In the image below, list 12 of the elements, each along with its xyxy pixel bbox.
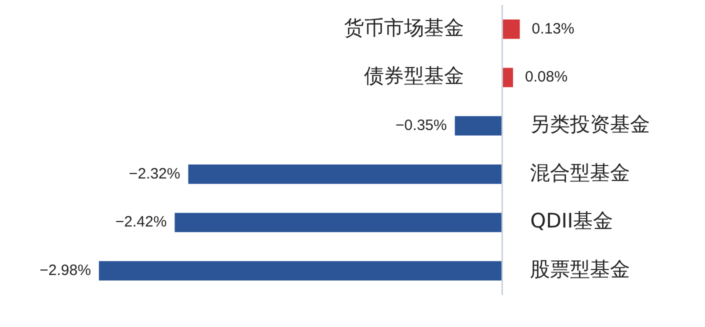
data-label: 0.08% bbox=[525, 68, 568, 86]
y-tick-label: 另类投资基金 bbox=[530, 112, 650, 136]
y-tick-label: 股票型基金 bbox=[530, 257, 630, 282]
data-label: −0.35% bbox=[396, 116, 447, 134]
y-tick-label: QDII基金 bbox=[530, 208, 614, 233]
data-label: −2.98% bbox=[40, 262, 91, 279]
y-tick-label: 混合型基金 bbox=[530, 160, 630, 184]
y-tick-label: 债券型基金 bbox=[364, 64, 464, 88]
data-label: 0.13% bbox=[532, 20, 574, 38]
data-label: −2.42% bbox=[115, 214, 167, 231]
data-label: −2.32% bbox=[128, 165, 180, 182]
y-tick-label: 货币市场基金 bbox=[344, 15, 464, 40]
